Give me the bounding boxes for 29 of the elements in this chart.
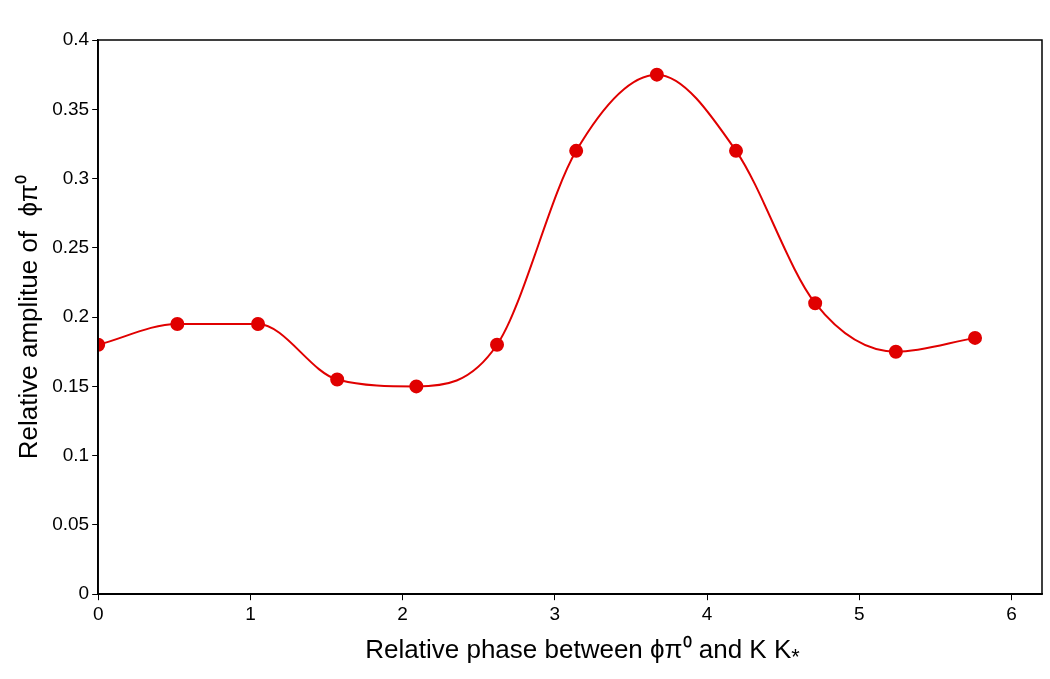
point	[729, 143, 744, 158]
x-tick-label: 4	[701, 602, 713, 624]
y-tick-label: 0.25	[52, 236, 90, 258]
y-tick-label: 0.1	[62, 443, 90, 465]
y-tick-label: 0.35	[52, 97, 90, 119]
point	[409, 379, 424, 394]
x-tick-label: 1	[245, 602, 256, 624]
y-tick-label: 0.4	[62, 28, 90, 50]
point	[808, 296, 823, 311]
point	[569, 143, 584, 158]
x-tick-label: 2	[397, 602, 408, 624]
point	[490, 337, 505, 352]
y-tick-label: 0.05	[52, 513, 90, 535]
x-tick-label: 6	[1006, 602, 1017, 624]
y-tick-label: 0.15	[52, 374, 90, 396]
x-axis-title: Relative phase between ϕπ⁰ and K K$_{*}$	[364, 633, 801, 671]
y-tick-label: 0.2	[62, 305, 90, 327]
x-tick-label: 5	[854, 602, 865, 624]
point	[170, 317, 185, 332]
point	[330, 372, 345, 387]
y-axis-title: Relative amplitue of ϕπ⁰	[12, 174, 43, 460]
y-tick-label: 0.3	[62, 166, 90, 188]
point	[251, 317, 266, 332]
point	[888, 344, 903, 359]
point	[968, 330, 983, 345]
point	[649, 67, 664, 82]
x-tick-label: 0	[92, 602, 104, 624]
x-tick-label: 3	[549, 602, 561, 624]
y-tick-label: 0	[78, 582, 90, 604]
